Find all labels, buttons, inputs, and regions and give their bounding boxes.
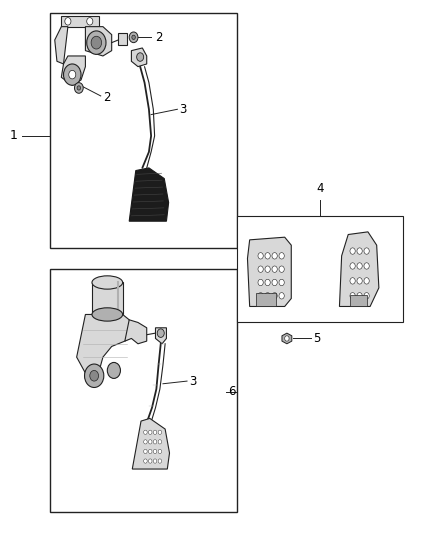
- Bar: [237, 216, 403, 322]
- Circle shape: [153, 430, 157, 434]
- Circle shape: [87, 18, 93, 25]
- Polygon shape: [61, 56, 85, 85]
- Bar: [256, 293, 276, 306]
- Circle shape: [279, 293, 284, 299]
- Circle shape: [107, 362, 120, 378]
- Circle shape: [144, 449, 147, 454]
- Circle shape: [350, 293, 355, 299]
- Polygon shape: [61, 16, 99, 27]
- Circle shape: [265, 266, 270, 272]
- Bar: [50, 13, 237, 248]
- Circle shape: [158, 430, 162, 434]
- Circle shape: [265, 279, 270, 286]
- Polygon shape: [118, 33, 127, 45]
- Circle shape: [74, 83, 83, 93]
- Circle shape: [279, 253, 284, 259]
- Circle shape: [364, 293, 369, 299]
- Circle shape: [357, 248, 362, 254]
- Circle shape: [148, 440, 152, 444]
- Polygon shape: [247, 237, 291, 306]
- Circle shape: [265, 253, 270, 259]
- Polygon shape: [339, 232, 379, 306]
- Bar: [50, 269, 237, 512]
- Circle shape: [148, 449, 152, 454]
- Circle shape: [272, 253, 277, 259]
- Polygon shape: [85, 27, 112, 56]
- Circle shape: [279, 279, 284, 286]
- Text: 3: 3: [180, 103, 187, 116]
- Polygon shape: [92, 282, 123, 314]
- Circle shape: [258, 266, 263, 272]
- Circle shape: [90, 370, 99, 381]
- Circle shape: [69, 70, 76, 79]
- Circle shape: [265, 293, 270, 299]
- Circle shape: [153, 449, 157, 454]
- Circle shape: [148, 430, 152, 434]
- Polygon shape: [77, 314, 134, 373]
- Text: 4: 4: [316, 182, 324, 195]
- Circle shape: [285, 336, 289, 341]
- Circle shape: [144, 430, 147, 434]
- Circle shape: [364, 248, 369, 254]
- Circle shape: [144, 459, 147, 463]
- Text: 5: 5: [313, 332, 321, 345]
- Circle shape: [85, 364, 104, 387]
- Circle shape: [158, 459, 162, 463]
- Bar: [350, 295, 367, 306]
- Ellipse shape: [92, 276, 123, 289]
- Polygon shape: [155, 328, 166, 344]
- Circle shape: [64, 64, 81, 85]
- Circle shape: [350, 278, 355, 284]
- Circle shape: [357, 263, 362, 269]
- Circle shape: [132, 35, 135, 39]
- Text: 3: 3: [189, 375, 197, 387]
- Circle shape: [153, 459, 157, 463]
- Circle shape: [144, 440, 147, 444]
- Circle shape: [364, 278, 369, 284]
- Polygon shape: [125, 320, 147, 344]
- Circle shape: [272, 293, 277, 299]
- Circle shape: [258, 253, 263, 259]
- Circle shape: [350, 263, 355, 269]
- Circle shape: [77, 86, 81, 90]
- Circle shape: [357, 293, 362, 299]
- Text: 6: 6: [228, 385, 235, 398]
- Circle shape: [158, 449, 162, 454]
- Circle shape: [65, 18, 71, 25]
- Circle shape: [153, 440, 157, 444]
- Circle shape: [364, 263, 369, 269]
- Circle shape: [279, 266, 284, 272]
- Circle shape: [158, 440, 162, 444]
- Circle shape: [350, 248, 355, 254]
- Circle shape: [272, 266, 277, 272]
- Circle shape: [129, 32, 138, 43]
- Circle shape: [357, 278, 362, 284]
- Ellipse shape: [92, 308, 123, 321]
- Polygon shape: [131, 48, 147, 67]
- Circle shape: [258, 293, 263, 299]
- Circle shape: [87, 31, 106, 54]
- Circle shape: [148, 459, 152, 463]
- Text: 2: 2: [155, 31, 163, 44]
- Text: 2: 2: [103, 91, 110, 104]
- Polygon shape: [55, 27, 68, 64]
- Circle shape: [91, 36, 102, 49]
- Circle shape: [258, 279, 263, 286]
- Polygon shape: [129, 168, 169, 221]
- Circle shape: [137, 53, 144, 61]
- Polygon shape: [132, 418, 170, 469]
- Circle shape: [272, 279, 277, 286]
- Circle shape: [157, 329, 164, 337]
- Text: 1: 1: [9, 130, 17, 142]
- Polygon shape: [282, 333, 292, 344]
